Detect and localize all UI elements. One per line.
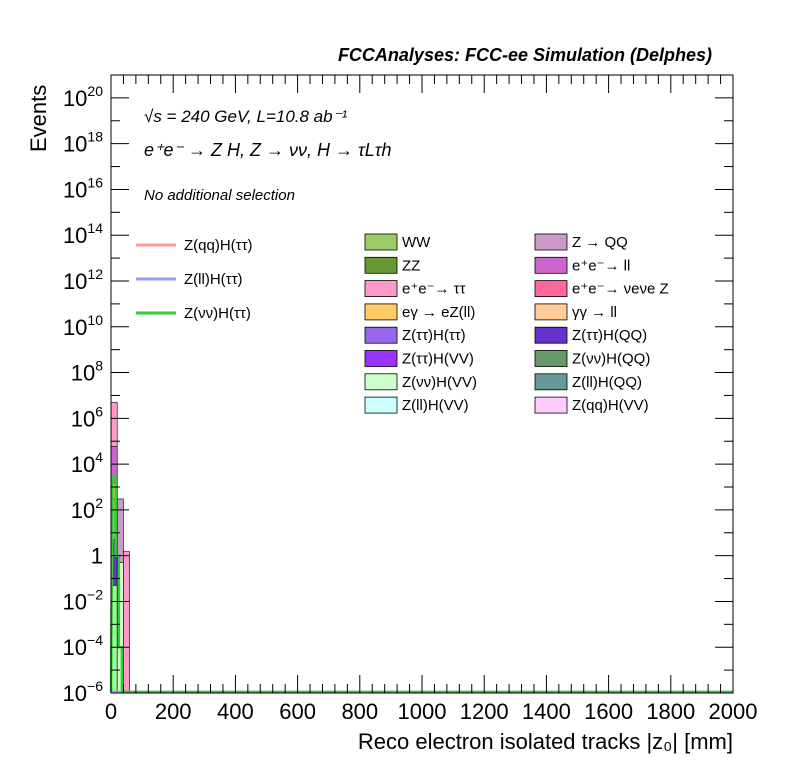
legend-bkg-swatch-7	[535, 304, 567, 320]
legend-signal-label-0: Z(qq)H(ττ)	[184, 237, 253, 254]
histogram-bar-8	[123, 552, 129, 693]
legend-bkg-label-14: Z(ll)H(VV)	[402, 397, 469, 414]
x-axis-title: Reco electron isolated tracks |z₀| [mm]	[358, 729, 733, 754]
legend-bkg-swatch-1	[535, 234, 567, 250]
legend-bkg-label-0: WW	[402, 234, 431, 251]
selection-annotation: No additional selection	[144, 187, 295, 204]
legend-bkg-swatch-9	[535, 327, 567, 343]
legend-bkg-label-7: γγ → ll	[572, 304, 617, 321]
x-tick-label-0: 0	[105, 699, 117, 724]
x-tick-label-10: 2000	[709, 699, 758, 724]
y-axis-title: Events	[26, 85, 51, 152]
legend-bkg-swatch-3	[535, 257, 567, 273]
x-tick-label-1: 200	[155, 699, 192, 724]
legend-bkg-label-4: e⁺e⁻→ ττ	[402, 281, 466, 298]
legend-bkg-label-9: Z(ττ)H(QQ)	[572, 327, 647, 344]
x-tick-label-4: 800	[341, 699, 378, 724]
x-tick-label-7: 1400	[522, 699, 571, 724]
legend-bkg-swatch-2	[365, 257, 397, 273]
legend-bkg-label-15: Z(qq)H(VV)	[572, 397, 649, 414]
x-tick-label-9: 1800	[646, 699, 695, 724]
legend-bkg-swatch-6	[365, 304, 397, 320]
chart-title: FCCAnalyses: FCC-ee Simulation (Delphes)	[338, 45, 712, 65]
x-tick-label-3: 600	[279, 699, 316, 724]
legend-bkg-label-10: Z(ττ)H(VV)	[402, 351, 474, 368]
legend-bkg-swatch-10	[365, 351, 397, 367]
x-tick-label-8: 1600	[584, 699, 633, 724]
legend-bkg-label-3: e⁺e⁻→ ll	[572, 257, 630, 274]
energy-annotation: √s = 240 GeV, L=10.8 ab⁻¹	[144, 107, 348, 126]
legend-bkg-swatch-11	[535, 351, 567, 367]
legend-bkg-swatch-5	[535, 281, 567, 297]
legend-bkg-swatch-12	[365, 374, 397, 390]
process-annotation: e⁺e⁻ → Z H, Z → νν, H → τLτh	[144, 140, 392, 160]
legend-bkg-swatch-13	[535, 374, 567, 390]
y-tick-label-10: 1	[91, 544, 103, 569]
legend-bkg-label-1: Z → QQ	[572, 234, 628, 251]
legend-bkg-label-8: Z(ττ)H(ττ)	[402, 327, 466, 344]
legend-bkg-label-5: e⁺e⁻→ νeνe Z	[572, 281, 669, 298]
legend-signal-label-1: Z(ll)H(ττ)	[184, 271, 243, 288]
legend-bkg-label-12: Z(νν)H(VV)	[402, 374, 477, 391]
legend-bkg-label-13: Z(ll)H(QQ)	[572, 374, 642, 391]
legend-bkg-swatch-0	[365, 234, 397, 250]
legend-bkg-swatch-8	[365, 327, 397, 343]
legend-bkg-swatch-15	[535, 397, 567, 413]
legend-bkg-label-2: ZZ	[402, 257, 420, 274]
x-tick-label-2: 400	[217, 699, 254, 724]
legend-bkg-label-11: Z(νν)H(QQ)	[572, 351, 650, 368]
legend-bkg-swatch-14	[365, 397, 397, 413]
legend-bkg-swatch-4	[365, 281, 397, 297]
legend-signal-label-2: Z(νν)H(ττ)	[184, 305, 251, 322]
x-tick-label-6: 1200	[460, 699, 509, 724]
legend-bkg-label-6: eγ → eZ(ll)	[402, 304, 475, 321]
x-tick-label-5: 1000	[398, 699, 447, 724]
